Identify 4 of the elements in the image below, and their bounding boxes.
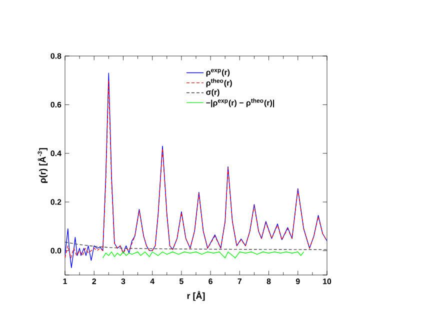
line-series bbox=[102, 252, 304, 258]
line-series bbox=[65, 242, 327, 250]
y-axis-title: ρ(r) [Å$^{-3}$] bbox=[38, 148, 48, 183]
x-axis-title: r [Å] bbox=[187, 291, 205, 301]
